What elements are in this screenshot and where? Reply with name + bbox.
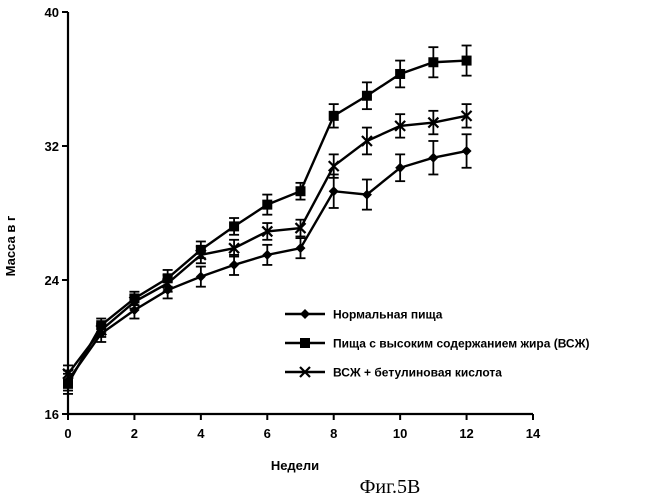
data-point [329,111,339,121]
x-axis-title: Недели [271,458,319,473]
data-point [428,153,438,163]
y-tick-label: 16 [45,407,59,422]
x-tick-label: 14 [526,426,541,441]
data-point [300,338,310,348]
figure-caption: Фиг.5B [360,476,421,498]
data-point [296,186,306,196]
data-point [262,200,272,210]
data-point [229,260,239,270]
data-point [362,91,372,101]
y-tick-label: 24 [45,273,60,288]
legend-label: ВСЖ + бетулиновая кислота [333,366,502,380]
x-tick-label: 6 [264,426,271,441]
data-point [462,56,472,66]
y-axis-title: Масса в г [3,215,18,276]
data-point [229,221,239,231]
data-point [462,146,472,156]
data-point [395,69,405,79]
y-tick-label: 40 [45,5,59,20]
legend: Нормальная пища Пища с высоким содержание… [285,308,589,380]
legend-label: Нормальная пища [333,308,443,322]
data-point [428,57,438,67]
data-point [196,272,206,282]
x-tick-label: 10 [393,426,407,441]
x-tick-label: 4 [197,426,205,441]
data-point [262,250,272,260]
x-tick-label: 2 [131,426,138,441]
legend-item-1: Нормальная пища [285,308,443,322]
data-point [300,309,310,319]
legend-label: Пища с высоким содержанием жира (ВСЖ) [333,337,589,351]
data-point [296,243,306,253]
x-tick-label: 8 [330,426,337,441]
x-tick-label: 12 [459,426,473,441]
x-tick-label: 0 [64,426,71,441]
data-point [329,186,339,196]
legend-item-3: ВСЖ + бетулиновая кислота [285,366,502,380]
series-1 [63,134,472,390]
legend-item-2: Пища с высоким содержанием жира (ВСЖ) [285,337,589,351]
y-tick-label: 32 [45,139,59,154]
